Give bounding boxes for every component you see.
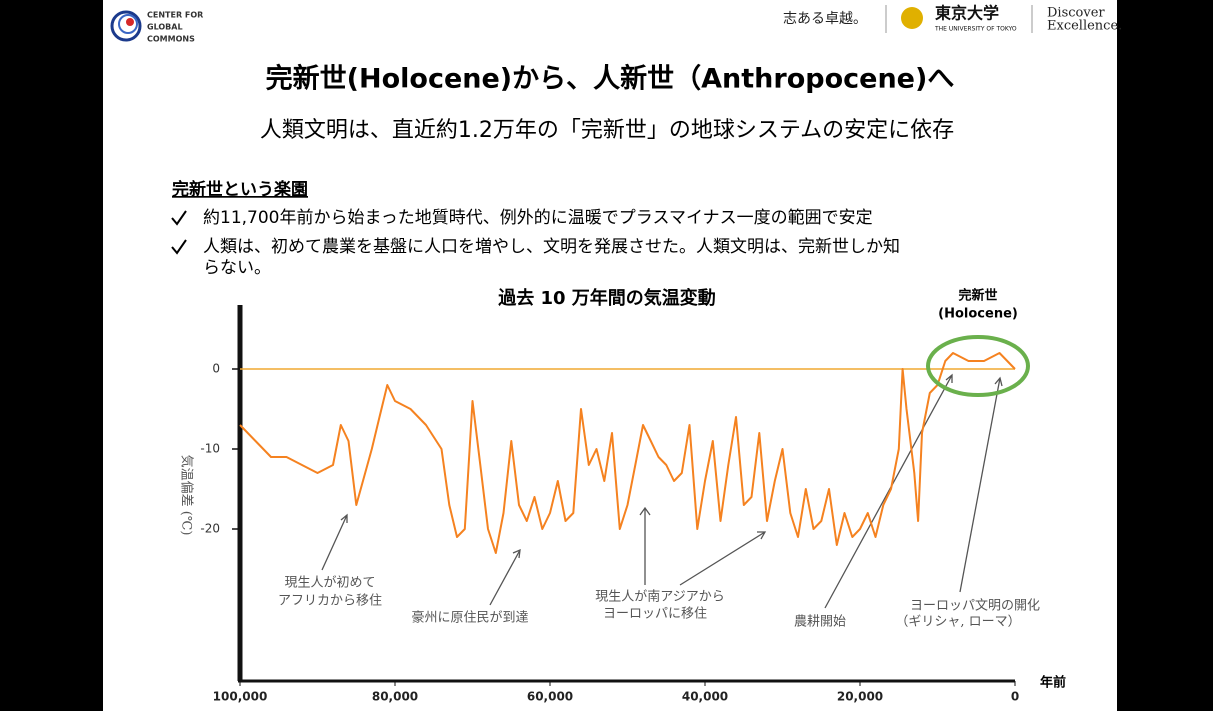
x-axis-label: 年前 [1040, 675, 1066, 691]
x-tick-label: 20,000 [837, 690, 883, 704]
annotation: 農耕開始 [794, 614, 846, 630]
annotation: ヨーロッパに移住 [603, 607, 707, 622]
annotation: 現生人が初めて [284, 576, 375, 591]
section-heading: 完新世という楽園 [172, 179, 308, 200]
slogan: Discover [1047, 6, 1105, 21]
y-tick-label: -10 [200, 442, 220, 456]
y-tick-label: 0 [212, 362, 220, 376]
check-mark [171, 239, 187, 255]
annotation: ヨーロッパ文明の開化 [910, 599, 1040, 614]
bullet: 約11,700年前から始まった地質時代、例外的に温暖でプラスマイナス一度の範囲で… [203, 208, 873, 228]
annotation: 現生人が南アジアから [595, 589, 724, 605]
x-tick-label: 80,000 [372, 690, 418, 704]
x-tick-label: 40,000 [682, 690, 728, 704]
logo-text: CENTER FOR [147, 11, 203, 20]
slide-title: 完新世(Holocene)から、人新世（Anthropocene)へ [266, 63, 955, 95]
logo-text: GLOBAL [147, 23, 183, 32]
holocene-label: 完新世 [958, 288, 997, 304]
check-mark [171, 210, 187, 226]
annotation-arrows [321, 373, 1003, 609]
annotation: アフリカから移住 [278, 594, 382, 609]
x-tick-label: 0 [1011, 690, 1019, 704]
holocene-highlight [926, 335, 1030, 397]
motto: 志ある卓越。 [783, 11, 867, 27]
slide-background [103, 0, 1117, 711]
temperature-line [239, 352, 1016, 554]
university-name-en: THE UNIVERSITY OF TOKYO [934, 26, 1017, 33]
annotation: 豪州に原住民が到達 [411, 610, 528, 626]
university-emblem [901, 7, 923, 29]
bullet: 人類は、初めて農業を基盤に人口を増やし、文明を発展させた。人類文明は、完新世しか… [203, 237, 900, 257]
holocene-label: (Holocene) [938, 307, 1018, 322]
x-tick-label: 100,000 [213, 690, 268, 704]
logo-text: COMMONS [147, 35, 195, 44]
y-axis-label: 気温偏差 (℃) [179, 455, 195, 536]
university-name: 東京大学 [935, 4, 999, 23]
chart-title: 過去 10 万年間の気温変動 [498, 287, 716, 309]
annotation: （ギリシャ, ローマ） [895, 615, 1020, 630]
logo-icon [110, 10, 142, 42]
slide-subtitle: 人類文明は、直近約1.2万年の「完新世」の地球システムの安定に依存 [260, 118, 954, 143]
y-tick-label: -20 [200, 522, 220, 536]
bullet: らない。 [203, 258, 271, 278]
x-tick-label: 60,000 [527, 690, 573, 704]
slogan: Excellence. [1047, 19, 1122, 34]
